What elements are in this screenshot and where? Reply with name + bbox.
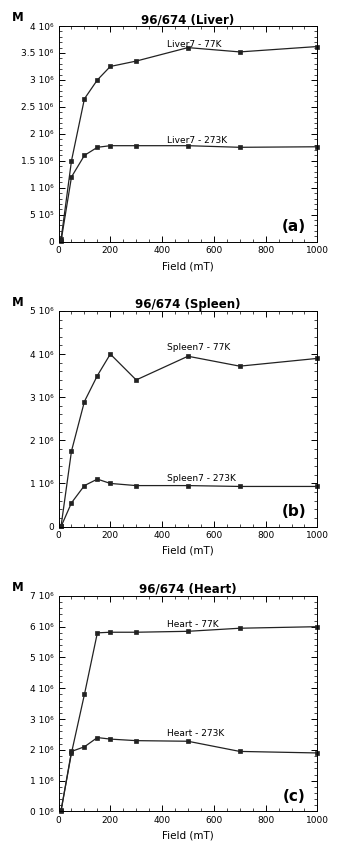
Title: 96/674 (Heart): 96/674 (Heart) [139,583,237,596]
X-axis label: Field (mT): Field (mT) [162,546,214,556]
Title: 96/674 (Liver): 96/674 (Liver) [141,13,235,26]
Title: 96/674 (Spleen): 96/674 (Spleen) [135,298,241,311]
X-axis label: Field (mT): Field (mT) [162,831,214,841]
Text: Heart - 77K: Heart - 77K [167,620,219,629]
X-axis label: Field (mT): Field (mT) [162,261,214,271]
Text: (b): (b) [282,504,306,519]
Text: Spleen7 - 273K: Spleen7 - 273K [167,474,236,482]
Text: (c): (c) [283,789,305,804]
Text: (a): (a) [282,219,306,234]
Text: M: M [12,11,24,24]
Text: Spleen7 - 77K: Spleen7 - 77K [167,343,231,352]
Text: Heart - 273K: Heart - 273K [167,729,224,738]
Text: Liver7 - 77K: Liver7 - 77K [167,40,222,49]
Text: M: M [12,581,24,594]
Text: Liver7 - 273K: Liver7 - 273K [167,136,227,145]
Text: M: M [12,296,24,308]
